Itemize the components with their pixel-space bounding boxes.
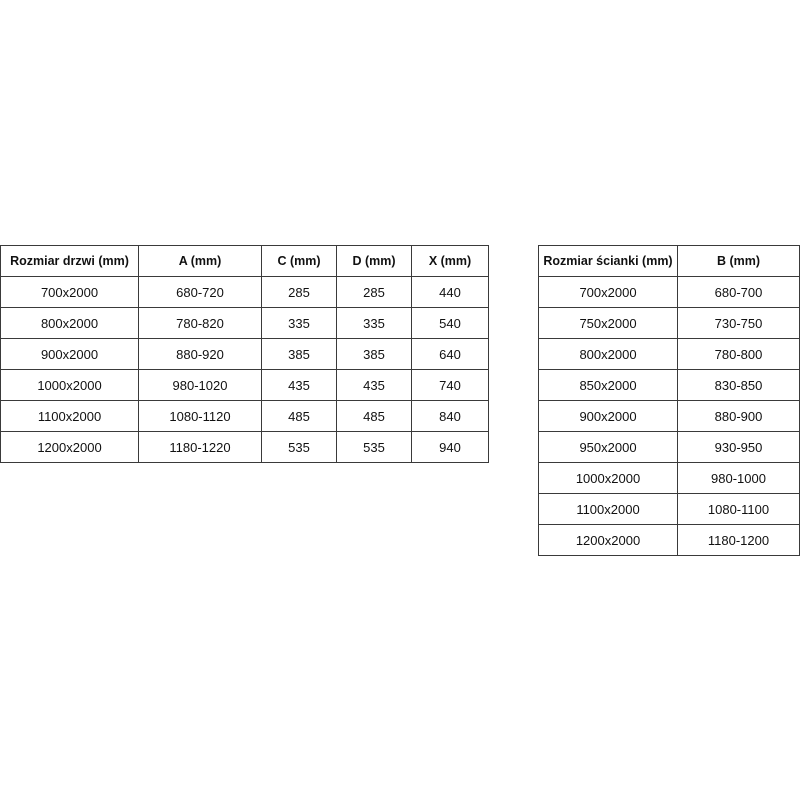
table-row: 900x2000 880-900 xyxy=(538,400,800,432)
doors-table: Rozmiar drzwi (mm) A (mm) C (mm) D (mm) X (m… xyxy=(0,245,489,463)
table-cell: 440 xyxy=(411,276,489,308)
table-row: 850x2000 830-850 xyxy=(538,369,800,401)
table-row: 1000x2000 980-1020 435 435 740 xyxy=(0,369,489,401)
table-cell: 780-800 xyxy=(677,338,800,370)
table-cell: 1180-1200 xyxy=(677,524,800,556)
table-cell: 385 xyxy=(336,338,412,370)
table-cell: 830-850 xyxy=(677,369,800,401)
table-row: 1100x2000 1080-1120 485 485 840 xyxy=(0,400,489,432)
table-row: 900x2000 880-920 385 385 640 xyxy=(0,338,489,370)
table-cell: 800x2000 xyxy=(538,338,678,370)
table-cell: 535 xyxy=(261,431,337,463)
table-cell: 1200x2000 xyxy=(538,524,678,556)
table-cell: 485 xyxy=(336,400,412,432)
table-cell: 385 xyxy=(261,338,337,370)
table-row: 1100x2000 1080-1100 xyxy=(538,493,800,525)
table-cell: 1000x2000 xyxy=(538,462,678,494)
table-cell: 950x2000 xyxy=(538,431,678,463)
table-row: 800x2000 780-820 335 335 540 xyxy=(0,307,489,339)
header-cell: X (mm) xyxy=(411,245,489,277)
table-cell: 800x2000 xyxy=(0,307,139,339)
table-cell: 780-820 xyxy=(138,307,262,339)
header-cell: A (mm) xyxy=(138,245,262,277)
table-cell: 880-920 xyxy=(138,338,262,370)
table-cell: 1100x2000 xyxy=(0,400,139,432)
table-cell: 740 xyxy=(411,369,489,401)
table-row: 750x2000 730-750 xyxy=(538,307,800,339)
table-row: 1200x2000 1180-1220 535 535 940 xyxy=(0,431,489,463)
table-cell: 285 xyxy=(336,276,412,308)
table-cell: 880-900 xyxy=(677,400,800,432)
table-cell: 680-700 xyxy=(677,276,800,308)
table-cell: 980-1000 xyxy=(677,462,800,494)
table-cell: 680-720 xyxy=(138,276,262,308)
header-cell: C (mm) xyxy=(261,245,337,277)
table-row: 950x2000 930-950 xyxy=(538,431,800,463)
table-cell: 540 xyxy=(411,307,489,339)
table-cell: 640 xyxy=(411,338,489,370)
table-cell: 435 xyxy=(336,369,412,401)
table-cell: 700x2000 xyxy=(0,276,139,308)
table-cell: 850x2000 xyxy=(538,369,678,401)
header-cell: Rozmiar drzwi (mm) xyxy=(0,245,139,277)
table-row: 1200x2000 1180-1200 xyxy=(538,524,800,556)
table-cell: 1080-1120 xyxy=(138,400,262,432)
table-row: 700x2000 680-700 xyxy=(538,276,800,308)
header-cell: Rozmiar ścianki (mm) xyxy=(538,245,678,277)
table-cell: 700x2000 xyxy=(538,276,678,308)
table-cell: 840 xyxy=(411,400,489,432)
table-row: 700x2000 680-720 285 285 440 xyxy=(0,276,489,308)
table-cell: 285 xyxy=(261,276,337,308)
table-cell: 1100x2000 xyxy=(538,493,678,525)
wall-table: Rozmiar ścianki (mm) B (mm) 700x2000 680-70… xyxy=(538,245,800,556)
table-cell: 900x2000 xyxy=(538,400,678,432)
table-cell: 1180-1220 xyxy=(138,431,262,463)
table-cell: 1200x2000 xyxy=(0,431,139,463)
table-row: 1000x2000 980-1000 xyxy=(538,462,800,494)
header-row: Rozmiar drzwi (mm) A (mm) C (mm) D (mm) X (m… xyxy=(0,245,489,277)
table-cell: 980-1020 xyxy=(138,369,262,401)
table-cell: 900x2000 xyxy=(0,338,139,370)
table-cell: 1080-1100 xyxy=(677,493,800,525)
table-cell: 730-750 xyxy=(677,307,800,339)
header-row: Rozmiar ścianki (mm) B (mm) xyxy=(538,245,800,277)
header-cell: B (mm) xyxy=(677,245,800,277)
table-row: 800x2000 780-800 xyxy=(538,338,800,370)
table-cell: 750x2000 xyxy=(538,307,678,339)
table-cell: 435 xyxy=(261,369,337,401)
table-cell: 940 xyxy=(411,431,489,463)
table-cell: 335 xyxy=(336,307,412,339)
table-cell: 930-950 xyxy=(677,431,800,463)
table-cell: 485 xyxy=(261,400,337,432)
table-cell: 535 xyxy=(336,431,412,463)
table-cell: 1000x2000 xyxy=(0,369,139,401)
table-cell: 335 xyxy=(261,307,337,339)
header-cell: D (mm) xyxy=(336,245,412,277)
